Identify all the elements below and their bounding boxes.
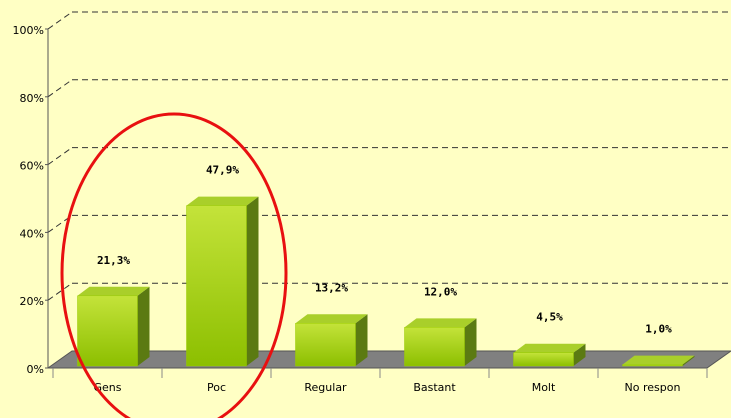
- bar: [77, 295, 138, 367]
- value-label: 1,0%: [645, 323, 672, 336]
- bar: [186, 205, 247, 367]
- grid-line: [47, 11, 73, 30]
- x-tick-label: No respon: [625, 381, 681, 394]
- bar: [295, 323, 356, 367]
- x-tick-label: Bastant: [413, 381, 456, 394]
- bar-top: [77, 286, 150, 296]
- bar-side: [682, 355, 695, 366]
- y-tick-label: 60%: [20, 160, 44, 173]
- highlight-ellipse: [60, 112, 288, 418]
- bar-top: [404, 318, 477, 328]
- grid-line: [47, 282, 73, 301]
- grid-line: [47, 147, 73, 166]
- x-tick-label: Regular: [304, 381, 347, 394]
- y-tick-label: 40%: [20, 227, 44, 240]
- bar: [622, 364, 683, 367]
- bar-top: [295, 314, 368, 324]
- bar: [404, 327, 465, 367]
- bar: [513, 352, 574, 367]
- y-tick-label: 80%: [20, 92, 44, 105]
- x-tick-label: Poc: [207, 381, 226, 394]
- x-tick-label: Molt: [532, 381, 556, 394]
- bar-side: [246, 196, 259, 366]
- value-label: 12,0%: [424, 285, 457, 298]
- value-label: 4,5%: [536, 311, 563, 324]
- bar-side: [137, 286, 150, 366]
- grid-line: [47, 79, 73, 98]
- value-label: 21,3%: [97, 254, 130, 267]
- bar-top: [513, 343, 586, 353]
- y-tick-label: 20%: [20, 295, 44, 308]
- value-label: 47,9%: [206, 164, 239, 177]
- bar-side: [464, 318, 477, 366]
- bar-top: [622, 355, 695, 365]
- bar-side: [355, 314, 368, 366]
- y-tick-label: 0%: [27, 363, 44, 376]
- y-tick-label: 100%: [13, 24, 44, 37]
- bar-side: [573, 343, 586, 366]
- value-label: 13,2%: [315, 281, 348, 294]
- bar-top: [186, 196, 259, 206]
